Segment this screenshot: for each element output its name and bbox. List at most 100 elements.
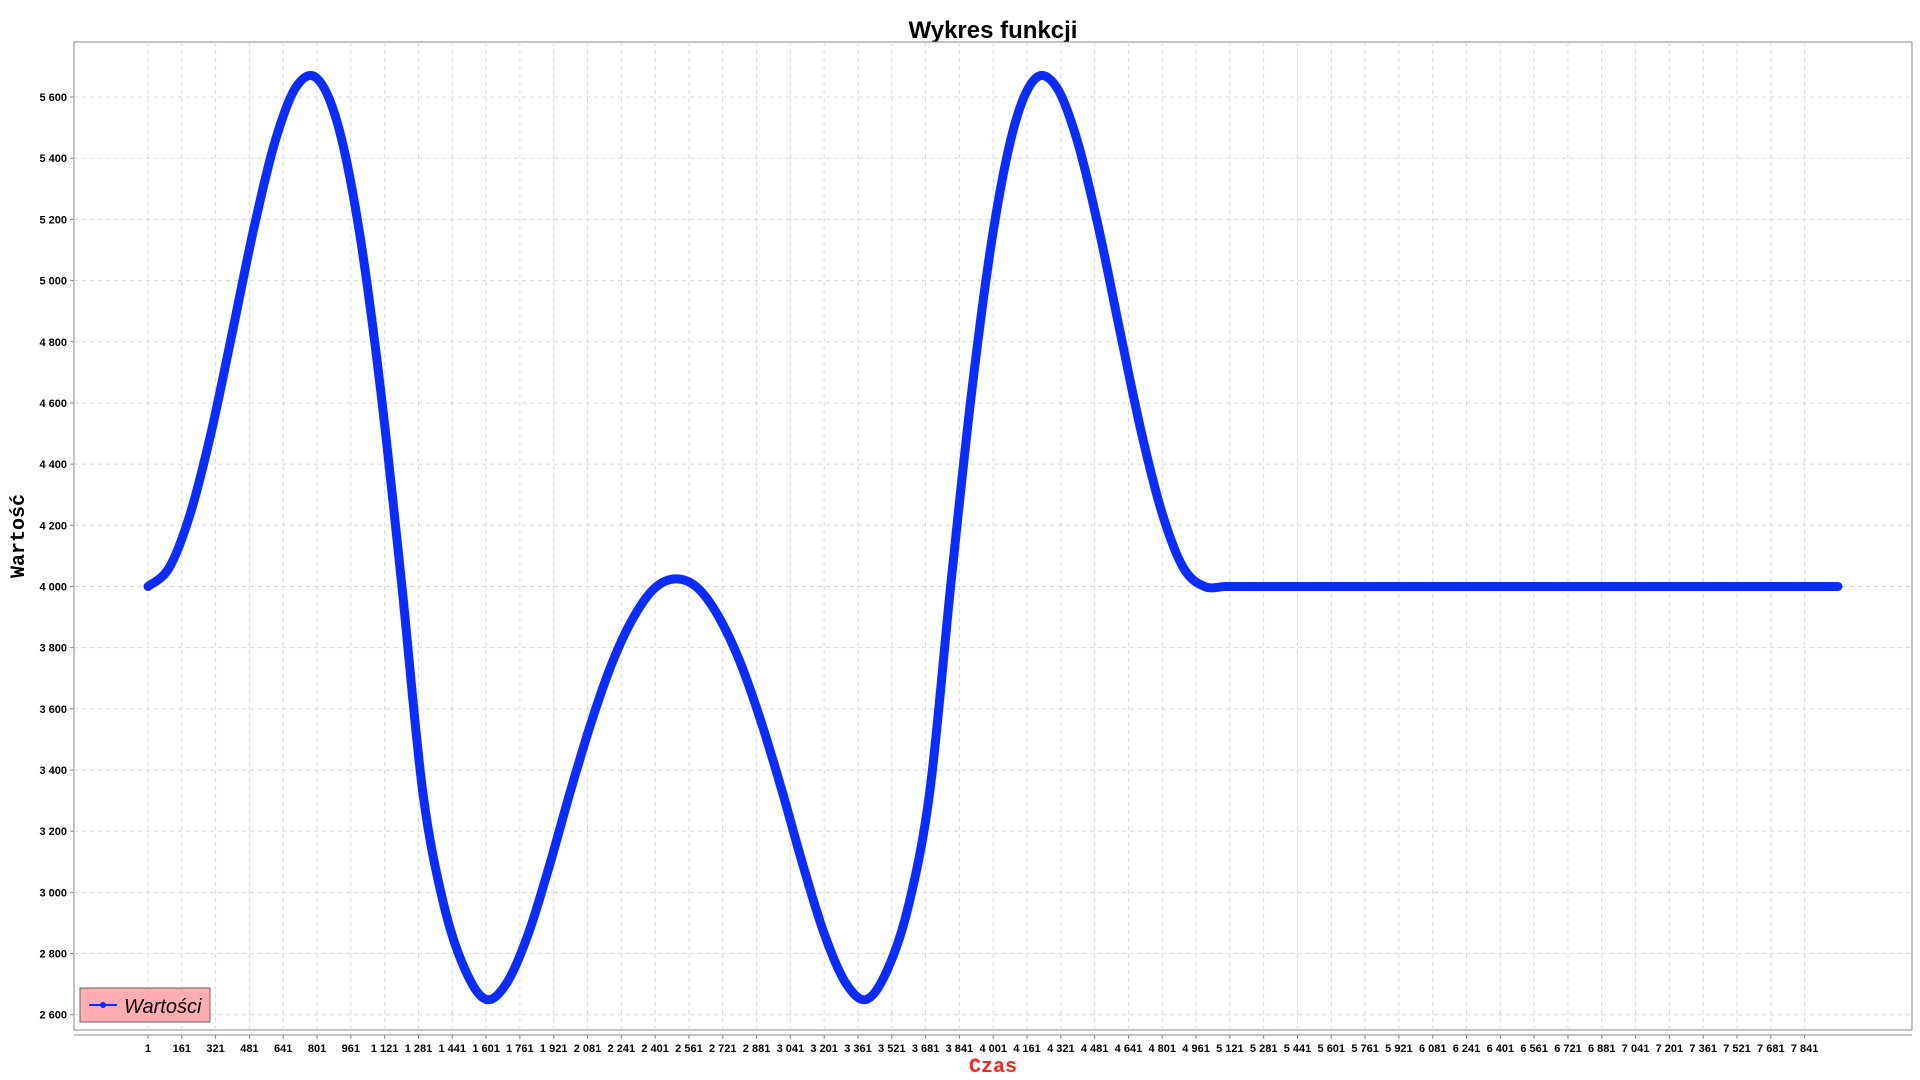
data-point [441, 902, 446, 907]
x-tick-label: 1 441 [439, 1043, 467, 1055]
data-point [1287, 584, 1292, 589]
x-tick-label: 961 [342, 1043, 360, 1055]
data-point [948, 581, 953, 586]
x-tick-label: 4 161 [1013, 1043, 1041, 1055]
legend: Wartości [79, 987, 211, 1023]
data-point [1075, 140, 1080, 145]
x-tick-label: 6 241 [1453, 1043, 1481, 1055]
x-tick-label: 5 281 [1250, 1043, 1278, 1055]
data-point [1244, 584, 1249, 589]
data-point [653, 585, 658, 590]
data-point [822, 931, 827, 936]
data-point [1794, 584, 1799, 589]
y-tick-label: 4 400 [39, 459, 67, 471]
y-tick-label: 3 800 [39, 643, 67, 655]
x-tick-label: 1 [145, 1043, 151, 1055]
data-point [1117, 329, 1122, 334]
data-point [209, 429, 214, 434]
data-point [970, 386, 975, 391]
data-point [1392, 584, 1397, 589]
data-point [1646, 584, 1651, 589]
data-point [547, 863, 552, 868]
data-point [167, 565, 172, 570]
x-tick-label: 1 761 [506, 1043, 534, 1055]
data-point [1709, 584, 1714, 589]
data-point [885, 967, 890, 972]
data-point [1688, 584, 1693, 589]
data-point [674, 576, 679, 581]
data-point [230, 329, 235, 334]
data-point [779, 788, 784, 793]
data-point [505, 980, 510, 985]
x-tick-label: 5 761 [1351, 1043, 1379, 1055]
data-point [716, 614, 721, 619]
x-tick-label: 4 801 [1148, 1043, 1176, 1055]
y-tick-label: 5 200 [39, 214, 67, 226]
x-tick-label: 4 641 [1115, 1043, 1143, 1055]
x-tick-label: 641 [274, 1043, 292, 1055]
x-tick-label: 4 481 [1081, 1043, 1109, 1055]
data-point [1413, 584, 1418, 589]
x-tick-label: 6 721 [1554, 1043, 1582, 1055]
data-point [610, 659, 615, 664]
data-point [1329, 584, 1334, 589]
x-tick-label: 321 [206, 1043, 224, 1055]
x-tick-label: 6 561 [1520, 1043, 1548, 1055]
x-tick-label: 801 [308, 1043, 326, 1055]
data-point [1265, 584, 1270, 589]
legend-series-marker [100, 1002, 106, 1008]
data-point [1625, 584, 1630, 589]
x-tick-label: 3 681 [912, 1043, 940, 1055]
data-point [1434, 584, 1439, 589]
data-point [272, 140, 277, 145]
data-point [1751, 584, 1756, 589]
x-tick-label: 3 841 [946, 1043, 974, 1055]
x-tick-label: 1 281 [405, 1043, 433, 1055]
y-tick-label: 4 800 [39, 337, 67, 349]
chart-title: Wykres funkcji [909, 17, 1078, 44]
data-point [462, 967, 467, 972]
y-tick-label: 3 000 [39, 887, 67, 899]
data-point [843, 980, 848, 985]
x-tick-label: 7 361 [1689, 1043, 1717, 1055]
x-tick-label: 3 201 [810, 1043, 838, 1055]
y-tick-label: 3 400 [39, 765, 67, 777]
data-point [864, 997, 869, 1002]
data-point [399, 581, 404, 586]
y-tick-label: 4 000 [39, 581, 67, 593]
x-tick-label: 5 121 [1216, 1043, 1244, 1055]
data-point [991, 229, 996, 234]
data-point [1477, 584, 1482, 589]
data-point [1096, 227, 1101, 232]
data-point [357, 229, 362, 234]
data-point [1308, 584, 1313, 589]
data-point [484, 997, 489, 1002]
data-point [1815, 584, 1820, 589]
x-tick-label: 2 081 [574, 1043, 602, 1055]
x-tick-label: 7 201 [1656, 1043, 1684, 1055]
data-point [251, 227, 256, 232]
data-point [589, 718, 594, 723]
x-tick-label: 1 121 [371, 1043, 399, 1055]
y-tick-label: 2 600 [39, 1010, 67, 1022]
x-tick-label: 2 401 [641, 1043, 669, 1055]
data-point [293, 85, 298, 90]
data-point [1160, 511, 1165, 516]
x-tick-label: 5 441 [1284, 1043, 1312, 1055]
y-axis-title: Wartość [8, 494, 31, 578]
series-layer [143, 71, 1843, 1005]
data-point [1139, 429, 1144, 434]
data-point [1730, 584, 1735, 589]
x-tick-label: 4 321 [1047, 1043, 1075, 1055]
x-tick-label: 481 [240, 1043, 258, 1055]
series-line [143, 71, 1843, 1005]
x-tick-label: 7 521 [1723, 1043, 1751, 1055]
y-tick-label: 3 200 [39, 826, 67, 838]
data-point [1350, 584, 1355, 589]
data-point [1773, 584, 1778, 589]
data-point [1582, 584, 1587, 589]
data-point [1223, 584, 1228, 589]
data-point [188, 511, 193, 516]
y-tick-label: 3 600 [39, 704, 67, 716]
x-axis: 1 161 321 481 641 801 961 1 121 1 281 1 441 1 601 1… [145, 1035, 1818, 1055]
